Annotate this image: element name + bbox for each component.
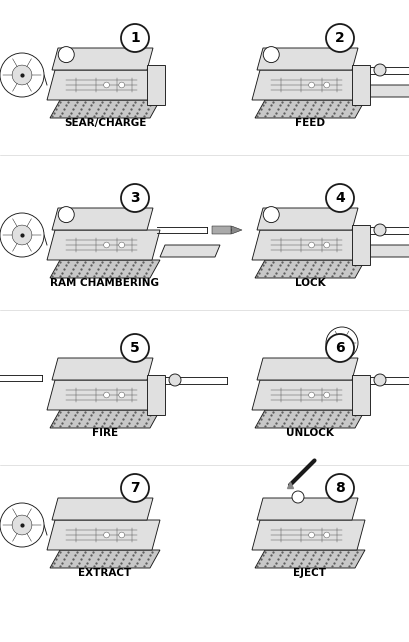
Circle shape xyxy=(169,374,180,386)
Circle shape xyxy=(119,392,124,398)
Polygon shape xyxy=(47,520,160,550)
Polygon shape xyxy=(52,498,153,520)
Circle shape xyxy=(334,336,348,350)
Polygon shape xyxy=(256,498,357,520)
Text: 6: 6 xyxy=(335,341,344,355)
Text: 4: 4 xyxy=(334,191,344,205)
Polygon shape xyxy=(52,358,153,380)
Polygon shape xyxy=(231,226,241,234)
Circle shape xyxy=(325,334,353,362)
Circle shape xyxy=(119,82,124,88)
Circle shape xyxy=(308,242,314,248)
Circle shape xyxy=(323,242,329,248)
Polygon shape xyxy=(47,230,160,260)
Bar xyxy=(211,226,231,234)
Circle shape xyxy=(103,242,109,248)
Bar xyxy=(147,375,164,415)
Circle shape xyxy=(58,47,74,63)
Circle shape xyxy=(263,47,279,63)
Circle shape xyxy=(121,24,148,52)
Text: FIRE: FIRE xyxy=(92,428,118,438)
Circle shape xyxy=(323,532,329,538)
Circle shape xyxy=(373,64,385,76)
Text: FEED: FEED xyxy=(294,118,324,128)
Text: SEAR/CHARGE: SEAR/CHARGE xyxy=(64,118,146,128)
Polygon shape xyxy=(256,208,357,230)
Circle shape xyxy=(373,374,385,386)
Polygon shape xyxy=(47,380,160,410)
Text: EXTRACT: EXTRACT xyxy=(78,568,131,578)
Text: LOCK: LOCK xyxy=(294,278,324,288)
Text: UNLOCK: UNLOCK xyxy=(285,428,333,438)
Circle shape xyxy=(121,184,148,212)
Circle shape xyxy=(323,392,329,398)
Polygon shape xyxy=(52,48,153,70)
Circle shape xyxy=(325,327,357,359)
Circle shape xyxy=(373,224,385,236)
Circle shape xyxy=(12,225,32,245)
Polygon shape xyxy=(364,245,409,257)
Circle shape xyxy=(119,242,124,248)
Bar xyxy=(351,225,369,265)
Text: 1: 1 xyxy=(130,31,139,45)
Polygon shape xyxy=(256,358,357,380)
Polygon shape xyxy=(252,380,364,410)
Text: 2: 2 xyxy=(334,31,344,45)
Circle shape xyxy=(0,213,44,257)
Circle shape xyxy=(103,532,109,538)
Text: EJECT: EJECT xyxy=(293,568,326,578)
Polygon shape xyxy=(252,70,364,100)
Circle shape xyxy=(119,532,124,538)
Bar xyxy=(351,65,369,105)
Polygon shape xyxy=(252,230,364,260)
Polygon shape xyxy=(254,410,364,428)
Polygon shape xyxy=(254,550,364,568)
Bar xyxy=(147,65,164,105)
Circle shape xyxy=(263,207,279,223)
Text: RAM CHAMBERING: RAM CHAMBERING xyxy=(50,278,159,288)
Polygon shape xyxy=(50,100,160,118)
Circle shape xyxy=(291,491,303,503)
Circle shape xyxy=(12,65,32,85)
Circle shape xyxy=(12,515,32,535)
Circle shape xyxy=(121,474,148,502)
Polygon shape xyxy=(254,100,364,118)
Polygon shape xyxy=(47,70,160,100)
Circle shape xyxy=(58,207,74,223)
Circle shape xyxy=(325,474,353,502)
Circle shape xyxy=(323,82,329,88)
Circle shape xyxy=(121,334,148,362)
Circle shape xyxy=(103,82,109,88)
Circle shape xyxy=(325,24,353,52)
Text: 3: 3 xyxy=(130,191,139,205)
Polygon shape xyxy=(252,520,364,550)
Polygon shape xyxy=(50,550,160,568)
Circle shape xyxy=(0,53,44,97)
Bar xyxy=(351,375,369,415)
Polygon shape xyxy=(50,410,160,428)
Polygon shape xyxy=(254,260,364,278)
Polygon shape xyxy=(364,85,409,97)
Polygon shape xyxy=(52,208,153,230)
Circle shape xyxy=(0,503,44,547)
Circle shape xyxy=(308,532,314,538)
Circle shape xyxy=(103,392,109,398)
Text: 7: 7 xyxy=(130,481,139,495)
Polygon shape xyxy=(256,48,357,70)
Polygon shape xyxy=(50,260,160,278)
Circle shape xyxy=(308,392,314,398)
Polygon shape xyxy=(160,245,220,257)
Text: 8: 8 xyxy=(334,481,344,495)
Circle shape xyxy=(308,82,314,88)
Circle shape xyxy=(325,184,353,212)
Text: 5: 5 xyxy=(130,341,139,355)
